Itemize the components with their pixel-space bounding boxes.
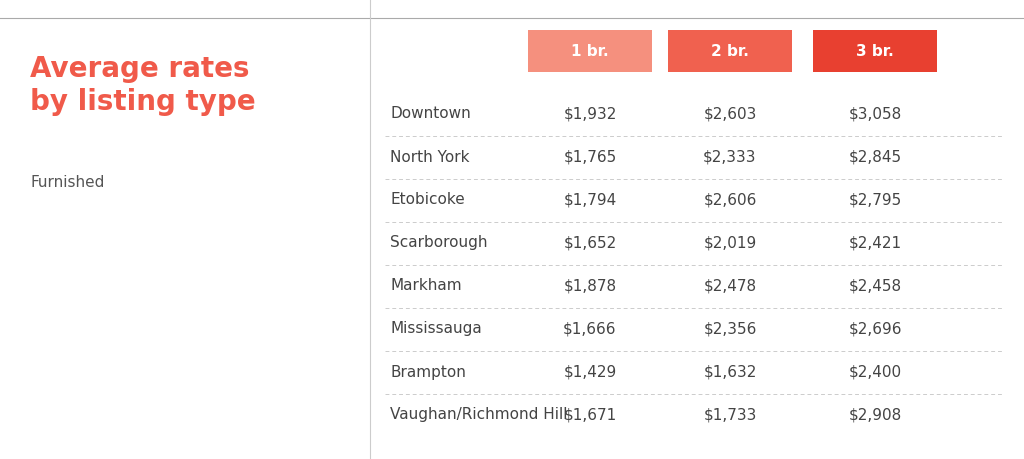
Text: $1,878: $1,878 (563, 279, 616, 293)
Text: Vaughan/Richmond Hill: Vaughan/Richmond Hill (390, 408, 567, 422)
Text: Scarborough: Scarborough (390, 235, 487, 251)
Text: $1,733: $1,733 (703, 408, 757, 422)
Text: $1,671: $1,671 (563, 408, 616, 422)
Text: 3 br.: 3 br. (856, 44, 894, 58)
Text: 1 br.: 1 br. (571, 44, 609, 58)
Text: $2,603: $2,603 (703, 106, 757, 122)
Text: $1,632: $1,632 (703, 364, 757, 380)
Text: $1,652: $1,652 (563, 235, 616, 251)
Text: $2,333: $2,333 (703, 150, 757, 164)
Text: Etobicoke: Etobicoke (390, 192, 465, 207)
Bar (813, 30, 937, 72)
Text: 2 br.: 2 br. (711, 44, 749, 58)
Text: Mississauga: Mississauga (390, 321, 481, 336)
Text: Markham: Markham (390, 279, 462, 293)
Text: $2,019: $2,019 (703, 235, 757, 251)
Text: $2,478: $2,478 (703, 279, 757, 293)
Text: Brampton: Brampton (390, 364, 466, 380)
Bar (528, 30, 652, 72)
Text: $2,606: $2,606 (703, 192, 757, 207)
Text: Furnished: Furnished (30, 175, 104, 190)
Text: $1,794: $1,794 (563, 192, 616, 207)
Text: $2,421: $2,421 (849, 235, 901, 251)
Text: $1,765: $1,765 (563, 150, 616, 164)
Text: Average rates
by listing type: Average rates by listing type (30, 55, 256, 117)
Text: Downtown: Downtown (390, 106, 471, 122)
Text: $3,058: $3,058 (848, 106, 901, 122)
Text: $1,932: $1,932 (563, 106, 616, 122)
Text: $1,666: $1,666 (563, 321, 616, 336)
Text: $2,908: $2,908 (848, 408, 901, 422)
Text: North York: North York (390, 150, 469, 164)
Text: $2,845: $2,845 (849, 150, 901, 164)
Text: $2,356: $2,356 (703, 321, 757, 336)
Text: $2,696: $2,696 (848, 321, 902, 336)
Text: $1,429: $1,429 (563, 364, 616, 380)
Text: $2,400: $2,400 (849, 364, 901, 380)
Text: $2,795: $2,795 (848, 192, 901, 207)
Text: $2,458: $2,458 (849, 279, 901, 293)
Bar (668, 30, 792, 72)
